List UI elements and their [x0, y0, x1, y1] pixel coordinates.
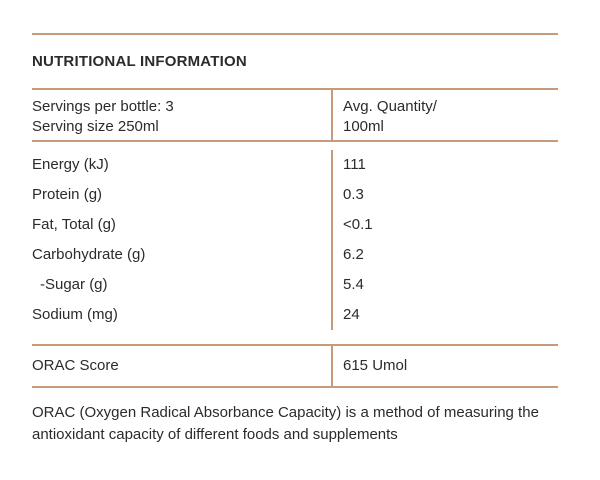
avg-quantity-header: Avg. Quantity/ 100ml	[331, 90, 558, 140]
nutrient-table: Energy (kJ) 111 Protein (g) 0.3 Fat, Tot…	[32, 142, 558, 344]
orac-row: ORAC Score 615 Umol	[32, 346, 558, 386]
panel-title: NUTRITIONAL INFORMATION	[32, 53, 247, 70]
nutrient-value: 24	[331, 300, 558, 330]
nutrient-value: 6.2	[331, 240, 558, 270]
title-rule	[32, 88, 558, 90]
orac-footnote: ORAC (Oxygen Radical Absorbance Capacity…	[32, 404, 539, 443]
nutrition-panel: NUTRITIONAL INFORMATION Servings per bot…	[32, 33, 558, 388]
nutrient-value: 5.4	[331, 270, 558, 300]
nutrient-label: Protein (g)	[32, 186, 103, 203]
nutrient-value: 111	[331, 150, 558, 180]
avg-quantity-line2: 100ml	[343, 118, 384, 135]
nutrient-value: <0.1	[331, 210, 558, 240]
servings-per-bottle: Servings per bottle: 3	[32, 98, 174, 115]
nutrient-label: -Sugar (g)	[40, 276, 108, 293]
orac-top-rule	[32, 344, 558, 346]
nutrient-label: Sodium (mg)	[32, 306, 118, 323]
orac-value: 615 Umol	[331, 346, 558, 386]
servings-info: Servings per bottle: 3 Serving size 250m…	[32, 90, 331, 140]
serving-size: Serving size 250ml	[32, 118, 159, 135]
bottom-rule	[32, 386, 558, 388]
nutrient-label: Fat, Total (g)	[32, 216, 116, 233]
servings-header: Servings per bottle: 3 Serving size 250m…	[32, 90, 558, 140]
nutrient-label: Energy (kJ)	[32, 156, 109, 173]
header-rule	[32, 140, 558, 142]
nutrient-value: 0.3	[331, 180, 558, 210]
avg-quantity-line1: Avg. Quantity/	[343, 98, 437, 115]
top-rule	[32, 33, 558, 35]
orac-label: ORAC Score	[32, 357, 119, 374]
nutrient-label: Carbohydrate (g)	[32, 246, 146, 263]
